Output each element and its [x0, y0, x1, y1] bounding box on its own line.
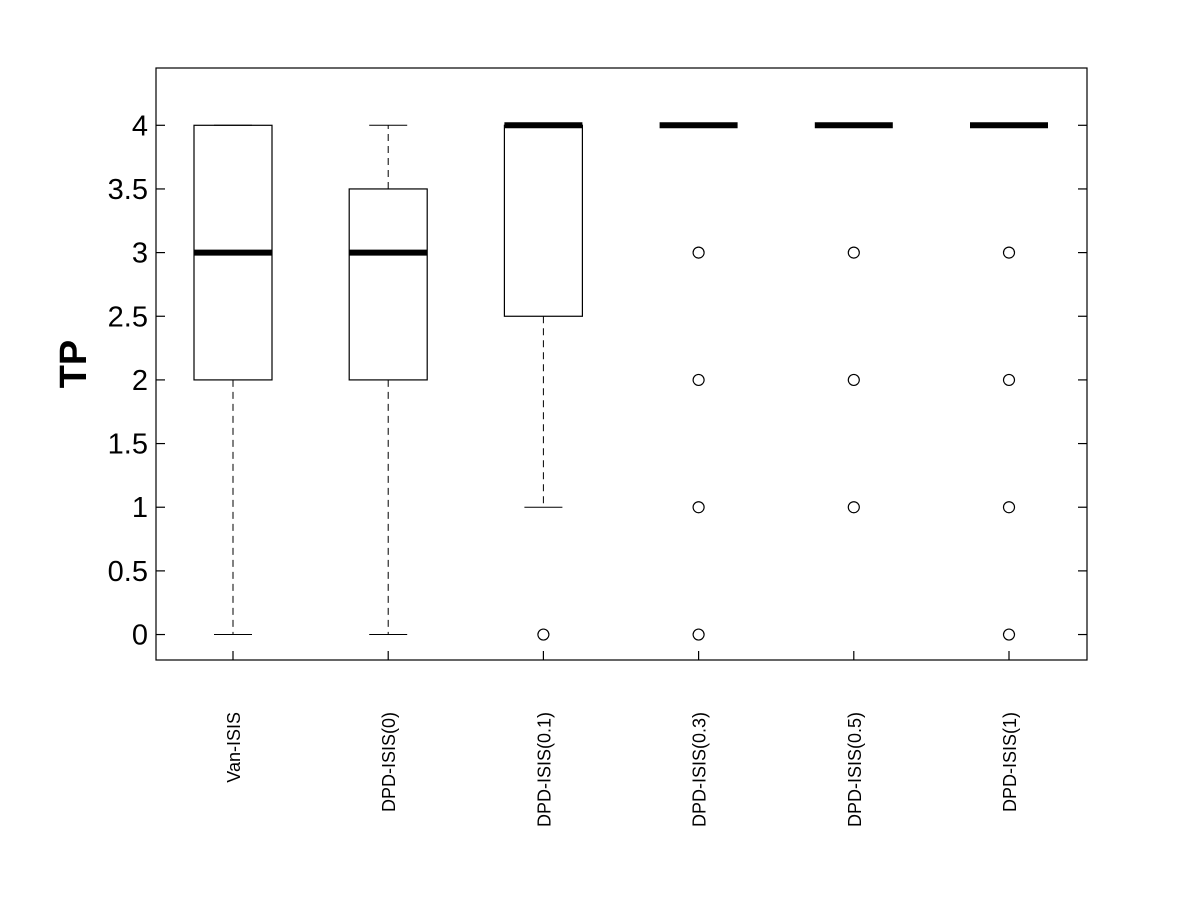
x-tick-label: DPD-ISIS(0.5) — [845, 712, 865, 827]
y-tick-label: 3 — [132, 238, 148, 270]
y-tick-label: 1 — [132, 492, 148, 524]
x-axis: Van-ISIS DPD-ISIS(0) DPD-ISIS(0.1) DPD-ISIS… — [224, 651, 1020, 827]
y-tick-label: 3.5 — [108, 174, 148, 206]
outlier-point — [692, 373, 705, 387]
x-tick-label: Van-ISIS — [224, 712, 244, 783]
box-iqr — [348, 188, 428, 381]
box-group — [503, 122, 583, 641]
y-axis: 0 0.5 1 1.5 2 2.5 3 3.5 4 — [108, 110, 1087, 652]
outlier-point — [1002, 501, 1016, 514]
y-tick-label: 4 — [132, 110, 148, 142]
y-axis-label: TP — [53, 340, 95, 389]
y-tick-label: 2 — [132, 365, 148, 397]
y-tick-label: 2.5 — [108, 301, 148, 333]
box-group — [193, 124, 273, 636]
outlier-point — [847, 246, 860, 259]
outlier-point — [537, 628, 550, 641]
outlier-point — [692, 501, 705, 514]
y-tick-label: 0.5 — [108, 556, 148, 588]
outlier-point — [847, 373, 860, 387]
y-tick-label: 1.5 — [108, 429, 148, 461]
x-tick-label: DPD-ISIS(0.1) — [534, 712, 554, 827]
outlier-point — [1002, 246, 1016, 259]
x-tick-label: DPD-ISIS(1) — [1000, 712, 1020, 812]
outlier-point — [1002, 628, 1016, 641]
x-tick-label: DPD-ISIS(0.3) — [690, 712, 710, 827]
outlier-point — [847, 501, 860, 514]
box-group — [970, 122, 1048, 641]
outlier-point — [692, 246, 705, 259]
y-tick-label: 0 — [132, 620, 148, 652]
plot-area-frame — [155, 67, 1088, 661]
x-tick-label: DPD-ISIS(0) — [379, 712, 399, 812]
box-group — [814, 122, 893, 514]
box-group — [659, 122, 738, 641]
marks-layer — [193, 122, 1048, 641]
outlier-point — [1002, 373, 1016, 387]
outlier-point — [692, 628, 705, 641]
box-group — [348, 124, 428, 636]
